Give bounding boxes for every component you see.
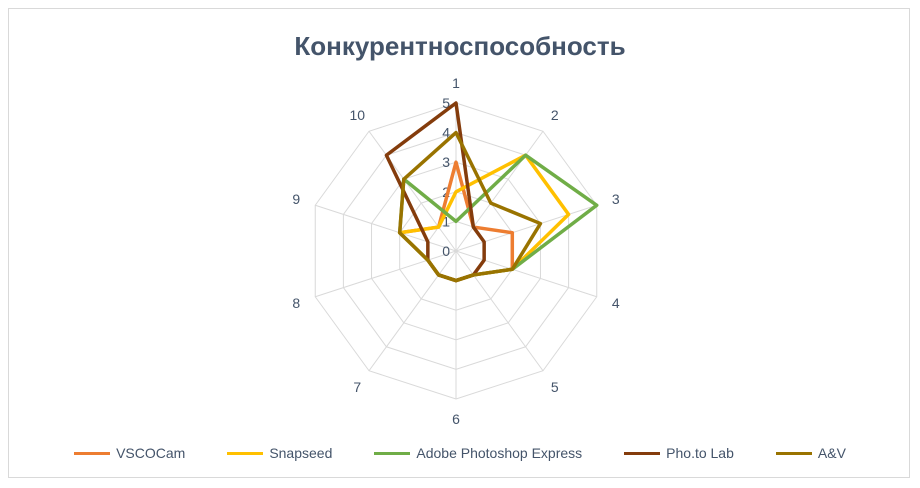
- axis-label-7: 7: [353, 379, 361, 395]
- axis-label-1: 1: [452, 75, 460, 91]
- legend-swatch: [227, 451, 264, 455]
- axis-label-3: 3: [612, 191, 620, 207]
- legend-swatch: [775, 451, 812, 455]
- grid-spoke-3: [455, 204, 597, 252]
- axis-label-5: 5: [551, 379, 559, 395]
- grid-spoke-2: [455, 130, 544, 252]
- tick-label-0: 0: [442, 243, 450, 259]
- chart-legend: VSCOCam Snapseed Adobe Photoshop Express Ph…: [9, 441, 911, 465]
- chart-frame: Конкурентноспособность 1 2 3 4 5 6 7 8 9 10 0 1 2 3 4 5…: [8, 8, 910, 478]
- tick-label-1: 1: [442, 213, 450, 229]
- grid-spoke-8: [315, 250, 457, 298]
- axis-label-2: 2: [551, 107, 559, 123]
- legend-label: VSCOCam: [116, 445, 186, 461]
- tick-label-2: 2: [442, 184, 450, 200]
- grid-spoke-10: [368, 130, 457, 252]
- series-line-a-v: [397, 130, 543, 283]
- chart-title: Конкурентноспособность: [294, 31, 626, 61]
- axis-label-4: 4: [612, 295, 620, 311]
- tick-label-4: 4: [442, 125, 450, 141]
- series-line-pho-to-lab: [384, 101, 486, 283]
- legend-swatch: [74, 451, 111, 455]
- legend-item: A&V: [775, 445, 846, 461]
- legend-item: Pho.to Lab: [624, 445, 734, 461]
- legend-label: Adobe Photoshop Express: [416, 445, 583, 461]
- legend-swatch: [624, 451, 661, 455]
- radar-chart: 1 2 3 4 5 6 7 8 9 10 0 1 2 3 4 5: [292, 75, 620, 427]
- tick-label-5: 5: [442, 95, 450, 111]
- grid-spoke-5: [455, 250, 544, 372]
- axis-label-9: 9: [292, 191, 300, 207]
- legend-item: Adobe Photoshop Express: [374, 445, 582, 461]
- legend-swatch: [374, 451, 411, 455]
- legend-item: VSCOCam: [74, 445, 185, 461]
- axis-label-10: 10: [349, 107, 365, 123]
- grid-spoke-9: [315, 204, 457, 252]
- legend-label: A&V: [817, 445, 846, 461]
- legend-label: Pho.to Lab: [666, 445, 734, 461]
- tick-label-3: 3: [442, 154, 450, 170]
- legend-item: Snapseed: [227, 445, 332, 461]
- grid-spoke-7: [368, 250, 457, 372]
- legend-label: Snapseed: [269, 445, 333, 461]
- axis-label-8: 8: [292, 295, 300, 311]
- grid-spoke-4: [455, 250, 597, 298]
- axis-label-6: 6: [452, 411, 460, 427]
